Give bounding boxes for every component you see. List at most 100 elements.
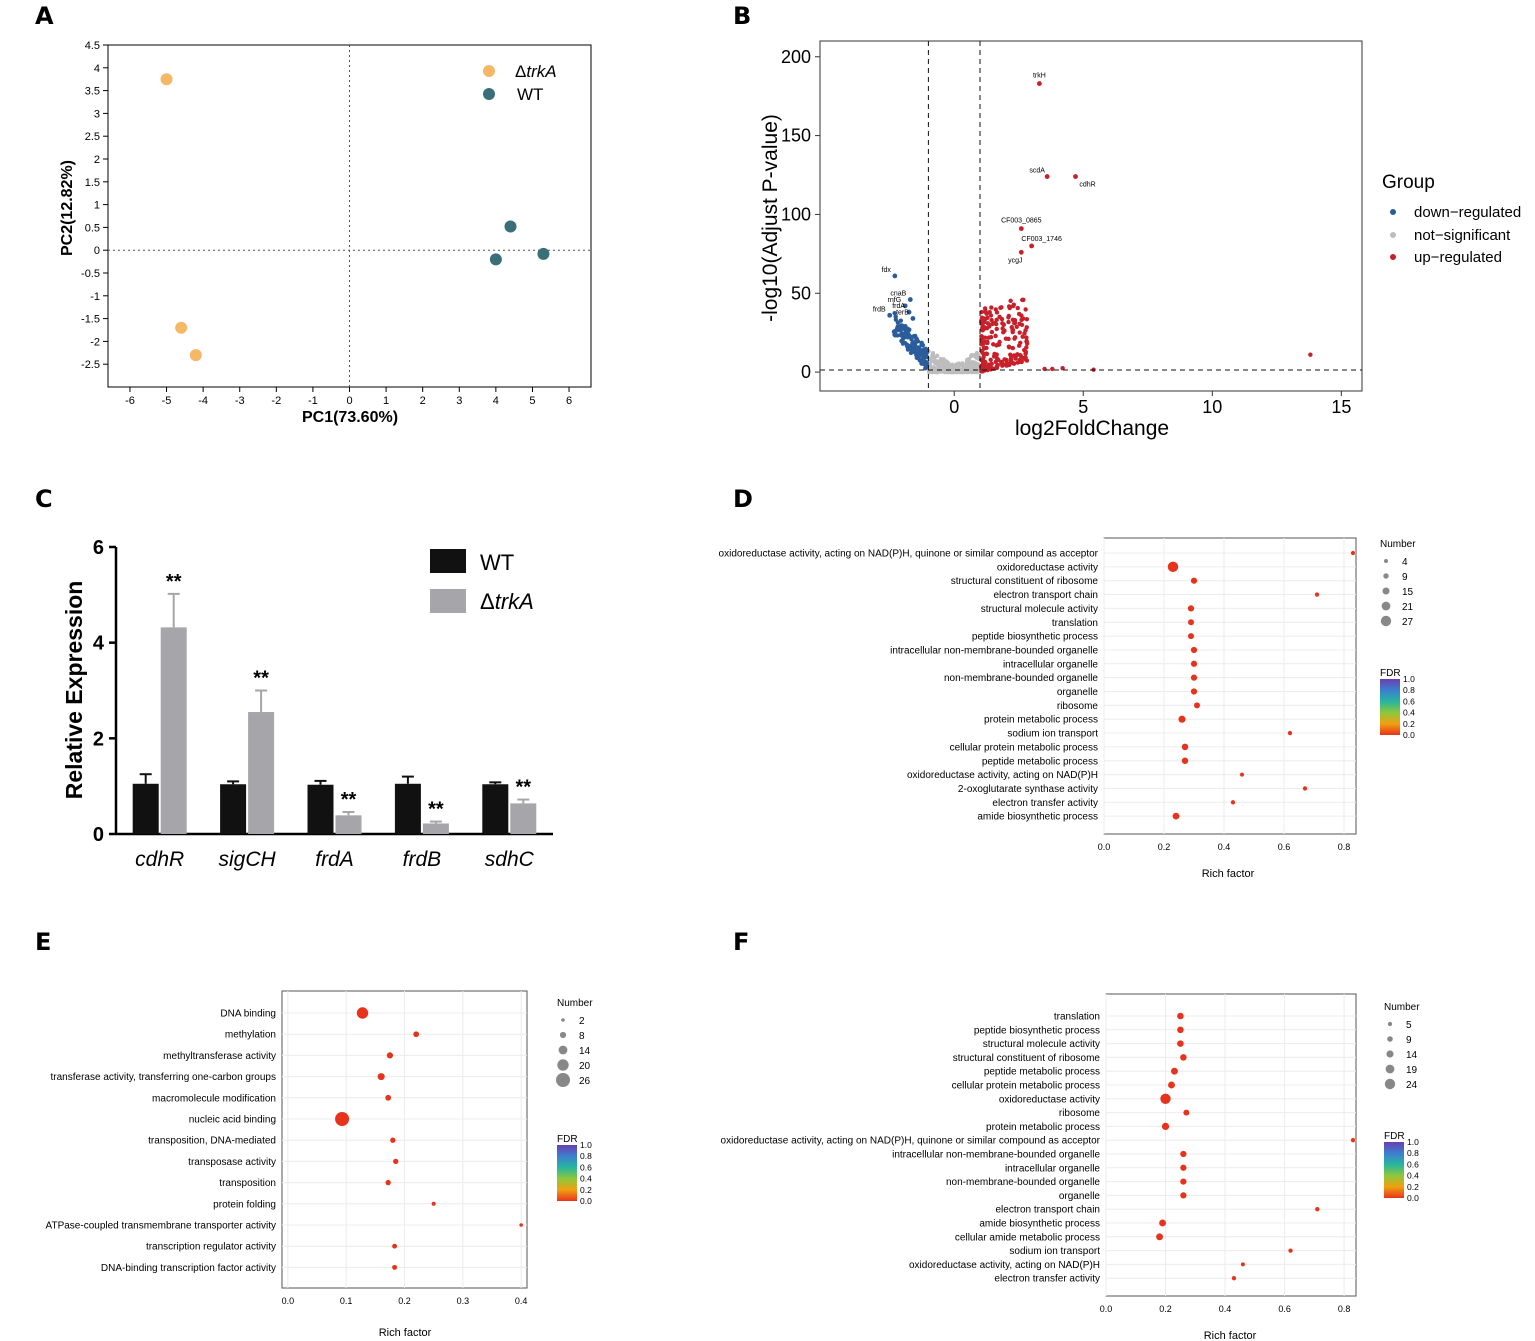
enrichment-dot — [1190, 660, 1198, 667]
fdr-colorbar — [1384, 1142, 1404, 1198]
point-not-significant — [930, 350, 936, 356]
term-label: ribosome — [1059, 1108, 1101, 1119]
point-up-regulated — [1001, 322, 1007, 327]
point-not-significant — [971, 361, 977, 367]
point-up-regulated — [994, 356, 1000, 361]
point-up-regulated — [979, 334, 985, 340]
y-tick-label: -2.5 — [81, 359, 100, 371]
data-point-wt — [489, 253, 502, 266]
point-down-regulated — [915, 345, 920, 351]
x-tick-label: 0.0 — [1098, 842, 1111, 852]
point-up-regulated — [1022, 347, 1027, 353]
size-legend-label: 19 — [1406, 1065, 1418, 1076]
term-label: non-membrane-bounded organelle — [946, 1177, 1100, 1188]
enrichment-dot — [1168, 1081, 1175, 1089]
legend-swatch-deltatrka — [430, 589, 466, 613]
bar-deltatrka-cdhr — [160, 627, 187, 834]
fdr-colorbar — [557, 1145, 577, 1201]
enrichment-dot — [1288, 1248, 1293, 1253]
enrichment-dot — [1240, 772, 1244, 777]
x-tick-label: 5 — [1078, 397, 1088, 417]
enrichment-dot — [1350, 550, 1356, 556]
y-tick-label: 4.5 — [85, 40, 100, 52]
term-label: sodium ion transport — [1007, 729, 1098, 740]
enrichment-dot — [1181, 743, 1189, 751]
category-label-sigch: sigCH — [219, 848, 277, 871]
size-legend-dot — [1385, 1064, 1395, 1074]
term-label: protein metabolic process — [986, 1122, 1100, 1133]
point-not-significant — [968, 353, 974, 359]
enrichment-dot — [1160, 1093, 1171, 1105]
x-tick-label: 0.4 — [1218, 842, 1231, 852]
panel-b-legend-title: Group — [1382, 172, 1435, 193]
bar-wt-frda — [307, 784, 334, 834]
y-tick-label: 150 — [781, 126, 811, 146]
point-up-regulated — [994, 326, 999, 332]
point-not-significant — [964, 359, 970, 364]
point-up-regulated — [1012, 336, 1017, 341]
fdr-tick-label: 0.8 — [580, 1151, 592, 1161]
x-tick-label: 10 — [1202, 397, 1222, 417]
point-up-regulated — [1024, 325, 1029, 330]
panel-c-bar-chart: Relative Expression WT ΔtrkA 0 2 4 6 cdhR ** s… — [61, 537, 553, 871]
point-up-regulated — [994, 317, 999, 323]
x-tick-label: 0.8 — [1338, 842, 1351, 852]
bar-wt-sigch — [220, 784, 247, 834]
bar-wt-sdhc — [482, 784, 509, 834]
size-legend-dot — [1384, 559, 1388, 563]
point-up-regulated — [1010, 345, 1016, 351]
y-tick-label: 4 — [94, 63, 100, 75]
enrichment-dot — [1180, 1054, 1187, 1061]
gene-label-frda: frdA — [892, 303, 905, 310]
enrichment-dot — [1194, 702, 1200, 709]
point-up-regulated — [993, 333, 998, 339]
size-legend-title: Number — [1380, 539, 1416, 550]
term-label: structural molecule activity — [983, 1039, 1100, 1050]
point-up-regulated — [1010, 303, 1016, 309]
term-label: ribosome — [1057, 701, 1099, 712]
term-label: amide biosynthetic process — [979, 1219, 1100, 1230]
point-up-regulated — [1004, 361, 1009, 366]
y-tick-label: 3 — [94, 108, 100, 120]
y-tick-label: -1.5 — [81, 314, 100, 326]
enrichment-dot — [1187, 605, 1195, 612]
point-up-regulated — [979, 339, 985, 344]
point-not-significant — [960, 368, 966, 374]
point-up-regulated — [1008, 298, 1013, 304]
significance-mark: ** — [166, 571, 182, 593]
enrichment-dot — [386, 1052, 394, 1059]
panel-f-go-enrichment: Rich factor 0.0 0.2 0.4 0.6 0.8translationpe… — [721, 993, 1420, 1341]
enrichment-dot — [1171, 1067, 1178, 1075]
point-up-regulated — [1018, 249, 1024, 255]
size-legend-dot — [561, 1018, 565, 1022]
point-up-regulated — [985, 340, 990, 346]
point-up-regulated — [1050, 366, 1055, 372]
fdr-tick-label: 0.6 — [1403, 696, 1415, 706]
legend-marker-wt — [483, 88, 495, 100]
legend-marker-down — [1390, 209, 1396, 215]
y-tick-label: 100 — [781, 204, 811, 224]
data-point-deltatrka — [175, 321, 188, 334]
point-not-significant — [976, 353, 981, 358]
point-up-regulated — [1021, 297, 1026, 302]
point-up-regulated — [1006, 304, 1012, 309]
point-down-regulated — [911, 333, 917, 339]
point-up-regulated — [1018, 226, 1024, 232]
point-up-regulated — [1020, 334, 1025, 339]
point-up-regulated — [1044, 174, 1050, 179]
gene-label-ycgj: ycgJ — [1008, 257, 1022, 264]
point-down-regulated — [904, 343, 910, 349]
size-legend-dot — [1387, 1021, 1393, 1027]
enrichment-dot — [356, 1007, 369, 1019]
size-legend-dot — [1387, 1036, 1393, 1042]
point-not-significant — [934, 359, 940, 364]
x-tick-label: 0.0 — [282, 1296, 295, 1306]
point-up-regulated — [1007, 345, 1012, 350]
term-label: protein metabolic process — [984, 715, 1098, 726]
term-label: intracellular non-membrane-bounded organ… — [892, 1150, 1100, 1161]
point-down-regulated — [892, 273, 898, 279]
size-legend-label: 27 — [1402, 617, 1414, 628]
fdr-tick-label: 0.4 — [1407, 1171, 1419, 1181]
x-tick-label: 15 — [1331, 397, 1351, 417]
